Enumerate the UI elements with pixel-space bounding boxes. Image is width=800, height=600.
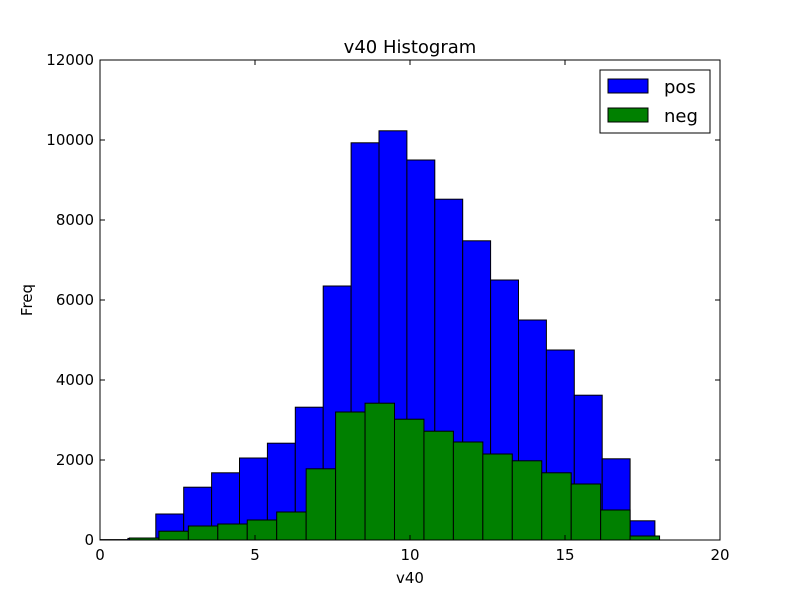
- y-tick-label: 0: [84, 531, 94, 549]
- bar-neg-17: [629, 535, 661, 541]
- bar-neg-5: [276, 511, 307, 541]
- bar-neg-12: [482, 453, 513, 541]
- y-tick-label: 12000: [46, 51, 94, 69]
- bar-neg-9: [394, 418, 425, 541]
- y-tick-label: 2000: [56, 451, 94, 469]
- y-tick-label: 6000: [56, 291, 94, 309]
- y-axis-label: Freq: [18, 284, 36, 316]
- y-tick-label: 8000: [56, 211, 94, 229]
- bar-neg-11: [452, 441, 484, 541]
- chart-title: v40 Histogram: [344, 37, 477, 58]
- bar-neg-7: [335, 411, 366, 541]
- bar-neg-4: [246, 519, 278, 541]
- x-tick-label: 0: [95, 546, 105, 564]
- legend-swatch-pos: [607, 78, 649, 94]
- bar-neg-1: [158, 530, 189, 541]
- bars-layer: [99, 130, 661, 541]
- bar-neg-13: [511, 460, 543, 541]
- bar-neg-14: [541, 472, 572, 541]
- legend-label-pos: pos: [664, 77, 696, 98]
- bar-neg-10: [423, 430, 454, 541]
- legend: pos neg: [599, 69, 711, 134]
- ticks-layer: 0 5 10 15 20 0 2000 4000 6000 8000 10000 12000: [46, 51, 729, 564]
- legend-label-neg: neg: [664, 106, 698, 127]
- bar-neg-6: [305, 468, 337, 541]
- x-tick-label: 10: [400, 546, 419, 564]
- legend-swatch-neg: [607, 107, 649, 123]
- bar-neg-2: [187, 525, 219, 541]
- x-tick-label: 20: [710, 546, 729, 564]
- x-tick-label: 15: [555, 546, 574, 564]
- x-axis-label: v40: [396, 569, 424, 587]
- y-tick-label: 4000: [56, 371, 94, 389]
- bar-neg-15: [570, 483, 602, 541]
- bar-neg-8: [364, 402, 395, 541]
- y-tick-label: 10000: [46, 131, 94, 149]
- bar-neg-3: [217, 523, 248, 541]
- x-tick-label: 5: [250, 546, 260, 564]
- bar-neg-16: [600, 509, 631, 541]
